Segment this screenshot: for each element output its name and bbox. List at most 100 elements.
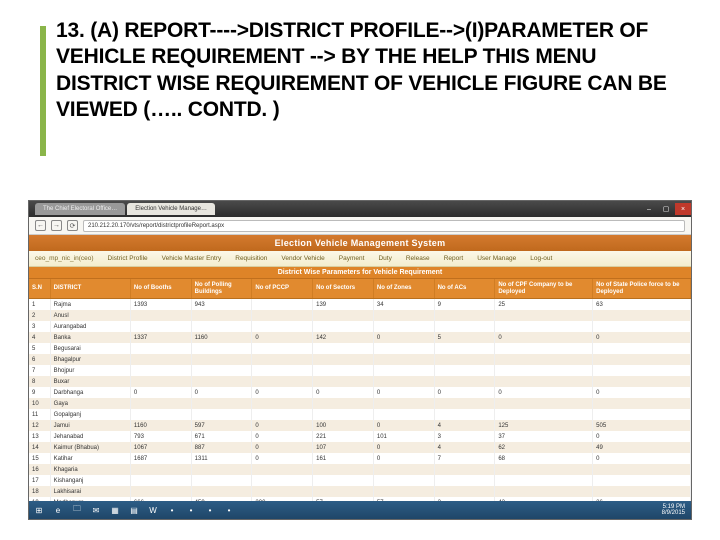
table-row: 3Aurangabad	[29, 321, 691, 332]
cell-police	[593, 354, 691, 365]
menu-report[interactable]: Report	[444, 255, 464, 262]
table-row: 1Rajma13939431393492563	[29, 299, 691, 310]
menu-release[interactable]: Release	[406, 255, 430, 262]
cell-district: Gopalganj	[51, 409, 131, 420]
menu-payment[interactable]: Payment	[339, 255, 365, 262]
d1-icon[interactable]: •	[164, 503, 180, 517]
browser-tab-0[interactable]: The Chief Electoral Office…	[35, 203, 125, 215]
cell-pb: 597	[192, 420, 253, 431]
cell-police	[593, 310, 691, 321]
cell-pccp	[252, 486, 313, 497]
cell-zones	[374, 310, 435, 321]
folder-icon[interactable]: 🗀	[69, 503, 85, 517]
cell-sectors	[313, 398, 374, 409]
cell-police: 0	[593, 431, 691, 442]
cell-pccp: 0	[252, 431, 313, 442]
cell-police: 0	[593, 387, 691, 398]
cell-zones	[374, 475, 435, 486]
nav-back-icon[interactable]: ←	[35, 220, 46, 231]
table-row: 12Jamui1160597010004125505	[29, 420, 691, 431]
cell-booths	[131, 409, 192, 420]
window-max-icon[interactable]: ▢	[658, 203, 674, 215]
cell-pb: 1311	[192, 453, 253, 464]
cell-cpf	[495, 321, 593, 332]
menu-vehicle-master[interactable]: Vehicle Master Entry	[162, 255, 222, 262]
menu-logout[interactable]: Log-out	[530, 255, 552, 262]
cell-acs	[435, 365, 496, 376]
cell-pccp	[252, 354, 313, 365]
d4-icon[interactable]: •	[221, 503, 237, 517]
cell-sectors	[313, 475, 374, 486]
cell-district: Gaya	[51, 398, 131, 409]
column-header-sectors: No of Sectors	[313, 279, 374, 298]
menu-vendor-vehicle[interactable]: Vendor Vehicle	[281, 255, 324, 262]
cell-zones: 0	[374, 453, 435, 464]
cell-sn: 12	[29, 420, 51, 431]
cell-booths	[131, 398, 192, 409]
menu-user-manage[interactable]: User Manage	[477, 255, 516, 262]
cell-zones	[374, 376, 435, 387]
table-row: 6Bhagalpur	[29, 354, 691, 365]
cell-pccp: 0	[252, 442, 313, 453]
cell-sectors: 107	[313, 442, 374, 453]
cell-zones	[374, 321, 435, 332]
cell-pb	[192, 321, 253, 332]
clock-date: 8/9/2015	[662, 510, 685, 516]
cell-zones	[374, 409, 435, 420]
window-min-icon[interactable]: –	[641, 203, 657, 215]
cell-sectors: 100	[313, 420, 374, 431]
menu-requisition[interactable]: Requisition	[235, 255, 267, 262]
cell-booths: 1393	[131, 299, 192, 310]
cell-pb	[192, 354, 253, 365]
cell-acs	[435, 321, 496, 332]
cell-cpf: 68	[495, 453, 593, 464]
column-header-district: DISTRICT	[51, 279, 131, 298]
cell-police	[593, 486, 691, 497]
browser-tab-1[interactable]: Election Vehicle Manage…	[127, 203, 215, 215]
cell-pb	[192, 365, 253, 376]
cell-sn: 13	[29, 431, 51, 442]
cell-cpf	[495, 376, 593, 387]
cell-booths	[131, 464, 192, 475]
cell-police	[593, 365, 691, 376]
window-close-icon[interactable]: ×	[675, 203, 691, 215]
cell-acs	[435, 343, 496, 354]
table-row: 9Darbhanga00000000	[29, 387, 691, 398]
nav-reload-icon[interactable]: ⟳	[67, 220, 78, 231]
cell-district: Lakhisarai	[51, 486, 131, 497]
menu-district-profile[interactable]: District Profile	[108, 255, 148, 262]
nav-forward-icon[interactable]: →	[51, 220, 62, 231]
taskbar-clock: 5:19 PM 8/9/2015	[662, 504, 689, 517]
cell-cpf	[495, 343, 593, 354]
cell-pb	[192, 398, 253, 409]
pdf-icon[interactable]: ▤	[126, 503, 142, 517]
menu-duty[interactable]: Duty	[378, 255, 391, 262]
cell-pccp: 0	[252, 420, 313, 431]
browser-icon[interactable]: e	[50, 503, 66, 517]
cell-booths: 1687	[131, 453, 192, 464]
cell-acs	[435, 354, 496, 365]
cell-acs	[435, 398, 496, 409]
d3-icon[interactable]: •	[202, 503, 218, 517]
d2-icon[interactable]: •	[183, 503, 199, 517]
cell-cpf	[495, 486, 593, 497]
cell-pccp	[252, 299, 313, 310]
cell-sn: 14	[29, 442, 51, 453]
word-icon[interactable]: W	[145, 503, 161, 517]
start-icon[interactable]: ⊞	[31, 503, 47, 517]
table-row: 10Gaya	[29, 398, 691, 409]
address-bar[interactable]: 210.212.20.170/vts/report/districtprofil…	[83, 220, 685, 232]
cell-zones: 0	[374, 387, 435, 398]
cell-sectors	[313, 365, 374, 376]
cell-pb	[192, 409, 253, 420]
sheet-icon[interactable]: ▦	[107, 503, 123, 517]
browser-window: The Chief Electoral Office… Election Veh…	[28, 200, 692, 520]
cell-pccp	[252, 409, 313, 420]
cell-booths	[131, 354, 192, 365]
mail-icon[interactable]: ✉	[88, 503, 104, 517]
cell-acs: 4	[435, 442, 496, 453]
cell-district: Buxar	[51, 376, 131, 387]
cell-police: 505	[593, 420, 691, 431]
cell-pb	[192, 310, 253, 321]
cell-booths	[131, 376, 192, 387]
